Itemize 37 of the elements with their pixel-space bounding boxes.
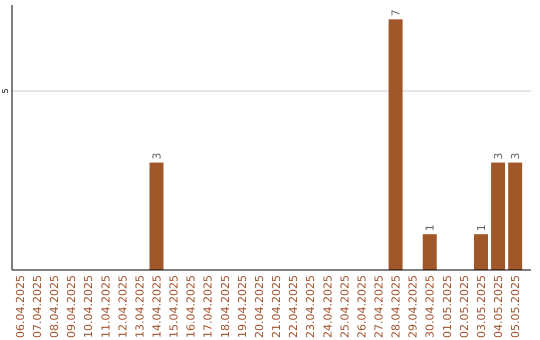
data-label: 3 [492, 152, 506, 160]
x-tick-label: 17.04.2025 [202, 275, 215, 338]
x-tick-label: 04.05.2025 [492, 275, 506, 338]
x-tick-label: 21.04.2025 [270, 275, 284, 338]
x-tick-label: 26.04.2025 [355, 275, 368, 338]
x-tick-label: 13.04.2025 [133, 275, 146, 338]
x-tick-label: 09.04.2025 [65, 275, 78, 338]
x-tick-label: 05.05.2025 [509, 275, 522, 338]
x-tick-label: 23.04.2025 [304, 275, 318, 338]
data-label: 1 [424, 224, 437, 232]
x-tick-label: 18.04.2025 [218, 275, 232, 338]
x-tick-label: 24.04.2025 [321, 275, 334, 338]
y-tick-label: 5 [1, 88, 10, 94]
x-tick-label: 07.04.2025 [30, 275, 44, 338]
x-tick-label: 02.05.2025 [458, 275, 471, 338]
x-tick-label: 12.04.2025 [116, 275, 130, 338]
data-label: 1 [474, 224, 488, 232]
x-tick-label: 14.04.2025 [150, 275, 164, 338]
x-tick-label: 25.04.2025 [338, 275, 352, 338]
x-tick-label: 16.04.2025 [184, 275, 198, 338]
x-tick-label: 28.04.2025 [390, 275, 403, 338]
x-tick-label: 01.05.2025 [440, 275, 454, 338]
x-tick-label: 08.04.2025 [48, 275, 62, 338]
x-tick-label: 03.05.2025 [474, 275, 488, 338]
x-tick-label: 29.04.2025 [406, 275, 420, 338]
x-tick-label: 30.04.2025 [424, 275, 437, 338]
x-tick-label: 10.04.2025 [82, 275, 96, 338]
x-tick-label: 06.04.2025 [14, 275, 27, 338]
data-label: 7 [390, 9, 403, 16]
data-label: 3 [150, 152, 164, 160]
x-tick-label: 19.04.2025 [236, 275, 249, 338]
x-tick-label: 15.04.2025 [168, 275, 181, 338]
data-label: 3 [509, 152, 522, 160]
x-tick-label: 20.04.2025 [252, 275, 266, 338]
x-tick-label: 27.04.2025 [372, 275, 386, 338]
x-tick-label: 11.04.2025 [99, 275, 112, 338]
x-tick-label: 22.04.2025 [287, 275, 300, 338]
